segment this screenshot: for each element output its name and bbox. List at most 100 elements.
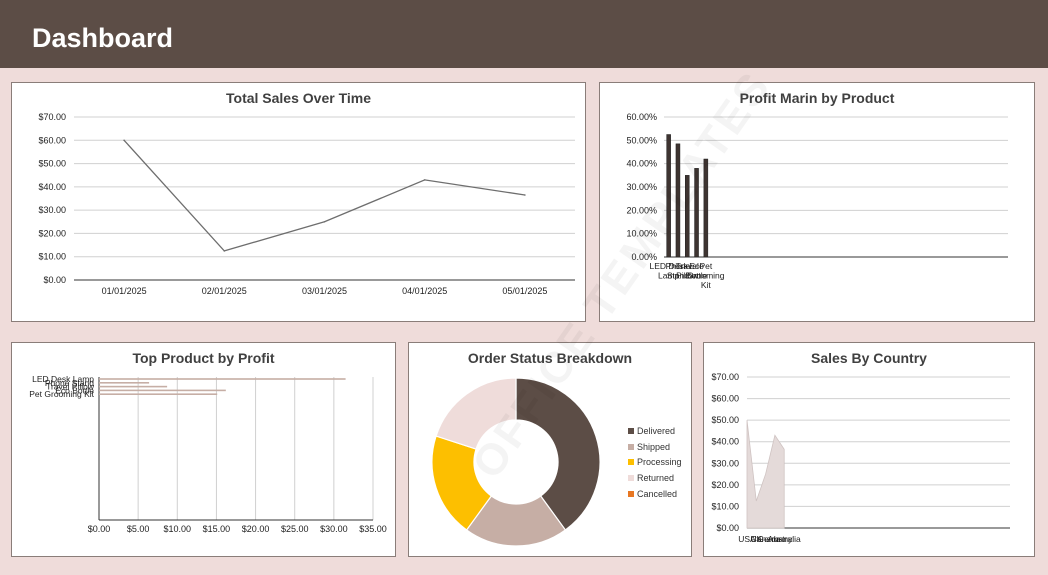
- y-tick-label: $50.00: [38, 159, 66, 169]
- bar: [99, 393, 218, 395]
- y-tick-label: $30.00: [38, 205, 66, 215]
- legend-label: Shipped: [637, 441, 671, 452]
- y-tick-label: $50.00: [711, 415, 739, 425]
- y-tick-label: $10.00: [38, 252, 66, 262]
- x-tick-label: Stand: [667, 271, 689, 281]
- x-tick-label: Phone: [666, 261, 691, 271]
- top-product-title: Top Product by Profit: [132, 350, 275, 366]
- legend-item: Shipped: [628, 439, 682, 455]
- data-point: [323, 220, 326, 223]
- legend-swatch: [628, 475, 634, 482]
- y-tick-label: 60.00%: [626, 112, 657, 122]
- profit-margin-panel[interactable]: Profit Marin by Product 0.00% 10.00% 20.00…: [599, 82, 1035, 322]
- x-tick-label: Lamp: [658, 271, 680, 281]
- x-tick-label: $20.00: [242, 524, 270, 534]
- sales-country-panel[interactable]: Sales By Country $0.00 $10.00 $20.00 $30.00…: [703, 342, 1035, 557]
- bar: [99, 378, 346, 380]
- data-point: [123, 139, 125, 142]
- profit-margin-title: Profit Marin by Product: [739, 90, 895, 106]
- y-tick-label: $0.00: [716, 523, 739, 533]
- y-tick-label: 10.00%: [626, 229, 657, 239]
- bar: [99, 385, 168, 388]
- x-tick-label: Canada: [751, 534, 781, 544]
- x-tick-label: 05/01/2025: [502, 286, 547, 296]
- legend-item: Delivered: [628, 423, 682, 439]
- y-tick-label: $70.00: [38, 112, 66, 122]
- order-status-chart: [431, 377, 601, 547]
- y-tick-label: Travel Pillow: [46, 382, 95, 392]
- x-tick-label: UK: [750, 534, 762, 544]
- sales-line: [123, 139, 525, 252]
- legend-item: Returned: [628, 470, 682, 486]
- x-tick-label: $0.00: [88, 524, 111, 534]
- x-tick-label: Bottle: [686, 271, 708, 281]
- y-tick-label: 50.00%: [626, 135, 657, 145]
- y-tick-label: 40.00%: [626, 159, 657, 169]
- x-tick-label: LED Desk: [650, 261, 689, 271]
- order-status-title: Order Status Breakdown: [467, 350, 633, 366]
- x-tick-label: Eco: [689, 261, 704, 271]
- legend-swatch: [628, 427, 634, 434]
- legend-label: Returned: [637, 473, 675, 484]
- y-tick-label: $40.00: [711, 437, 739, 447]
- top-product-chart: $0.00 $5.00 $10.00 $15.00 $20.00 $25.00 $30.00…: [29, 374, 387, 534]
- y-tick-label: $40.00: [38, 182, 66, 192]
- x-tick-label: Grooming: [687, 271, 725, 281]
- legend-item: Processing: [628, 455, 682, 471]
- bar: [99, 382, 150, 384]
- x-tick-label: Kit: [701, 280, 712, 290]
- y-tick-label: 0.00%: [631, 252, 657, 262]
- sales-over-time-chart: $0.00 $10.00 $20.00 $30.00 $40.00 $50.00 $60.0…: [38, 112, 575, 296]
- legend-item: Cancelled: [628, 486, 682, 502]
- x-tick-label: $10.00: [164, 524, 192, 534]
- dashboard-header: Dashboard: [0, 0, 1048, 68]
- page-title: Dashboard: [32, 23, 174, 53]
- y-tick-label: Eco Bottle: [55, 385, 94, 395]
- y-tick-label: $30.00: [711, 458, 739, 468]
- sales-over-time-title: Total Sales Over Time: [226, 90, 371, 106]
- bar: [99, 389, 226, 392]
- x-tick-label: Pillow: [676, 271, 699, 281]
- x-tick-label: Travel: [676, 261, 699, 271]
- x-tick-label: $15.00: [203, 524, 231, 534]
- y-tick-label: Phone Stand: [45, 378, 94, 388]
- sales-over-time-panel[interactable]: Total Sales Over Time $0.00 $10.00 $20.00 $…: [11, 82, 586, 322]
- data-point: [524, 194, 526, 196]
- y-tick-label: Pet Grooming Kit: [29, 389, 94, 399]
- area-series: [746, 420, 785, 529]
- x-tick-label: $25.00: [281, 524, 309, 534]
- y-tick-label: LED Desk Lamp: [32, 374, 94, 384]
- legend-swatch: [628, 443, 634, 450]
- y-tick-label: $60.00: [38, 135, 66, 145]
- data-point: [423, 179, 426, 181]
- legend-label: Processing: [637, 457, 682, 468]
- x-tick-label: 04/01/2025: [402, 286, 447, 296]
- y-tick-label: $0.00: [43, 275, 66, 285]
- x-tick-label: Germany: [757, 534, 793, 544]
- x-tick-label: 02/01/2025: [202, 286, 247, 296]
- legend-label: Delivered: [637, 425, 676, 436]
- order-status-legend: Delivered Shipped Processing Returned Cancel…: [628, 423, 682, 502]
- y-tick-label: $70.00: [711, 372, 739, 382]
- sales-country-chart: $0.00 $10.00 $20.00 $30.00 $40.00 $50.00 $60.0…: [711, 372, 1010, 544]
- legend-swatch: [628, 491, 634, 498]
- order-status-panel[interactable]: Order Status Breakdown Delivered Shipped P…: [408, 342, 692, 557]
- x-tick-label: 03/01/2025: [302, 286, 347, 296]
- legend-swatch: [628, 459, 634, 466]
- bar: [666, 134, 671, 258]
- y-tick-label: $20.00: [711, 480, 739, 490]
- sales-country-title: Sales By Country: [811, 350, 927, 366]
- x-tick-label: USA: [738, 534, 756, 544]
- y-tick-label: 30.00%: [626, 182, 657, 192]
- profit-margin-chart: 0.00% 10.00% 20.00% 30.00% 40.00% 50.00% 60.00…: [626, 112, 1008, 290]
- x-tick-label: $5.00: [127, 524, 150, 534]
- x-tick-label: Pet: [699, 261, 712, 271]
- top-product-panel[interactable]: Top Product by Profit $0.00 $5.00 $10.00 $1…: [11, 342, 396, 557]
- donut-slice: [435, 377, 517, 450]
- bar: [694, 168, 699, 258]
- legend-label: Cancelled: [637, 489, 678, 500]
- bar: [703, 158, 709, 258]
- y-tick-label: $20.00: [38, 228, 66, 238]
- y-tick-label: 20.00%: [626, 205, 657, 215]
- x-tick-label: 01/01/2025: [102, 286, 147, 296]
